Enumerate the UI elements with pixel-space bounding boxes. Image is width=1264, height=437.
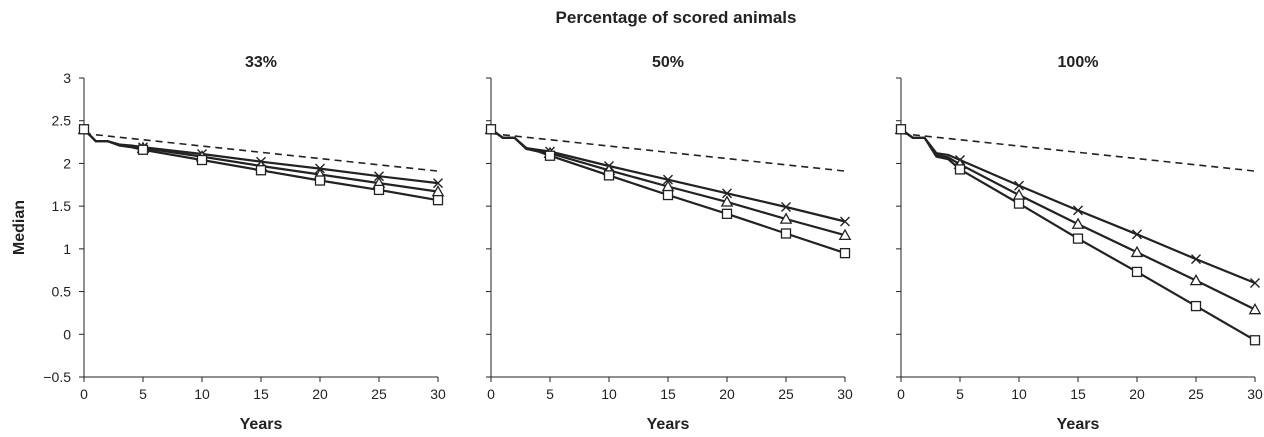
x-axis-label: Years	[1057, 416, 1100, 433]
series-triangle	[484, 122, 852, 240]
y-axis-label: Median	[11, 200, 28, 255]
data-point	[1013, 198, 1025, 209]
x-tick-label: 0	[897, 386, 905, 402]
series-square	[78, 124, 444, 206]
data-point	[779, 212, 793, 224]
data-point	[840, 216, 850, 227]
x-tick-label: 15	[660, 386, 676, 402]
series-line	[490, 128, 846, 223]
data-point	[314, 175, 326, 186]
data-point	[954, 164, 966, 175]
data-point	[78, 124, 90, 135]
x-tick-label: 20	[1129, 386, 1145, 402]
data-point	[544, 150, 556, 161]
series-x	[79, 124, 443, 189]
x-axis-label: Years	[647, 416, 690, 433]
data-point	[838, 228, 852, 240]
y-tick-label: −0.5	[43, 369, 71, 385]
x-tick-label: 15	[253, 386, 269, 402]
data-point	[1249, 335, 1261, 346]
data-point	[781, 202, 791, 212]
series-square	[485, 124, 851, 259]
panel-1: 33%−0.500.511.522.530 5 10 15 20 25 30YearsMed…	[11, 54, 446, 433]
series-square	[895, 124, 1261, 346]
series-line	[900, 128, 1256, 285]
data-point	[839, 247, 851, 259]
data-point	[1130, 245, 1144, 258]
y-tick-label: 2	[63, 155, 71, 171]
x-tick-label: 0	[80, 386, 88, 402]
data-point	[1250, 278, 1260, 289]
y-tick-label: 1.5	[52, 198, 72, 214]
panel-3: 100% 0 5 10 15 20 25 30 Years	[894, 54, 1263, 433]
data-point	[722, 188, 732, 199]
x-tick-label: 15	[1070, 386, 1086, 402]
x-axis-label: Years	[240, 416, 283, 433]
data-point	[1131, 266, 1143, 278]
x-tick-label: 5	[956, 386, 964, 402]
x-tick-label: 0	[487, 386, 495, 402]
data-point	[137, 144, 149, 155]
y-tick-label: 2.5	[52, 113, 72, 129]
y-tick-label: 0	[63, 326, 71, 342]
data-point	[485, 124, 497, 135]
data-point	[196, 154, 208, 166]
y-tick-label: 0.5	[52, 284, 72, 300]
x-tick-label: 20	[719, 386, 735, 402]
data-point	[373, 184, 385, 196]
data-point	[1073, 205, 1083, 216]
data-point	[1072, 233, 1084, 244]
x-tick-label: 25	[1188, 386, 1204, 402]
data-point	[721, 208, 733, 219]
panel-title: 50%	[652, 54, 684, 71]
x-tick-label: 20	[312, 386, 328, 402]
data-point	[433, 178, 443, 189]
x-tick-label: 10	[194, 386, 210, 402]
data-point	[1189, 273, 1203, 286]
x-tick-label: 25	[371, 386, 387, 402]
x-tick-label: 10	[1011, 386, 1027, 402]
x-tick-label: 5	[546, 386, 554, 402]
data-point	[1132, 229, 1142, 240]
series-x	[486, 124, 850, 227]
y-tick-label: 3	[63, 70, 71, 86]
data-point	[1191, 254, 1201, 265]
series-triangle	[77, 122, 445, 197]
data-point	[255, 165, 267, 176]
data-point	[374, 171, 384, 182]
x-tick-label: 30	[1247, 386, 1263, 402]
data-point	[432, 195, 444, 206]
data-point	[780, 228, 792, 239]
x-tick-label: 10	[601, 386, 617, 402]
panel-title: 33%	[245, 54, 277, 71]
data-point	[663, 174, 673, 185]
data-point	[1012, 188, 1026, 200]
data-point	[1071, 217, 1085, 229]
panels: 33%−0.500.511.522.530 5 10 15 20 25 30YearsMed…	[11, 54, 1263, 433]
super-title: Percentage of scored animals	[556, 8, 797, 27]
data-point	[603, 170, 615, 181]
x-tick-label: 25	[778, 386, 794, 402]
series-x	[896, 124, 1260, 289]
panel-2: 50% 0 5 10 15 20 25 30 Years	[484, 54, 853, 433]
panel-title: 100%	[1058, 54, 1099, 71]
data-point	[662, 189, 674, 201]
data-point	[1190, 300, 1202, 312]
data-point	[1248, 302, 1262, 315]
data-point	[1014, 180, 1024, 191]
y-tick-label: 1	[63, 241, 71, 257]
series-triangle	[894, 122, 1262, 315]
data-point	[895, 124, 907, 135]
x-tick-label: 30	[430, 386, 446, 402]
x-tick-label: 5	[139, 386, 147, 402]
data-point	[720, 195, 734, 207]
x-tick-label: 30	[837, 386, 853, 402]
